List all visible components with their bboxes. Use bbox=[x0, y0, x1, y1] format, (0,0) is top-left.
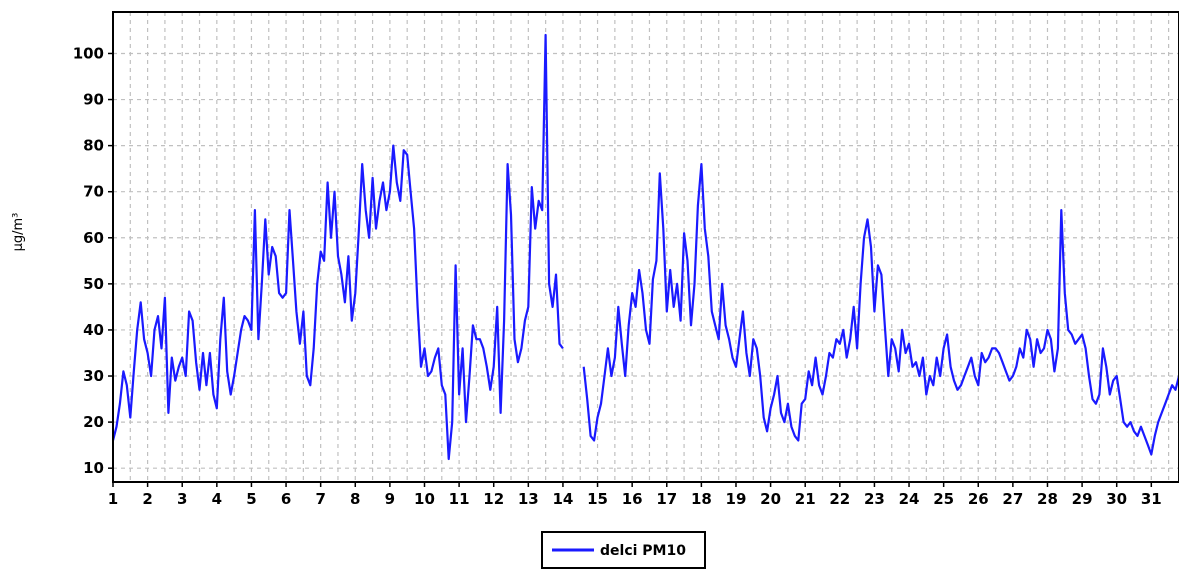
y-tick-label-100: 100 bbox=[73, 44, 104, 62]
x-tick-label-19: 19 bbox=[726, 490, 747, 508]
x-tick-label-4: 4 bbox=[212, 490, 222, 508]
y-tick-label-90: 90 bbox=[83, 91, 104, 109]
x-tick-label-13: 13 bbox=[518, 490, 539, 508]
x-tick-label-16: 16 bbox=[622, 490, 643, 508]
series-layer bbox=[111, 33, 1179, 461]
y-tick-label-30: 30 bbox=[83, 367, 104, 385]
series-line-0-segment-1 bbox=[582, 163, 1179, 456]
x-tick-label-25: 25 bbox=[933, 490, 954, 508]
x-tick-label-2: 2 bbox=[142, 490, 152, 508]
y-tick-label-60: 60 bbox=[83, 229, 104, 247]
x-tick-label-30: 30 bbox=[1106, 490, 1127, 508]
x-tick-label-9: 9 bbox=[385, 490, 395, 508]
x-tick-label-20: 20 bbox=[760, 490, 781, 508]
x-tick-label-12: 12 bbox=[483, 490, 504, 508]
x-tick-label-21: 21 bbox=[795, 490, 816, 508]
y-tick-label-10: 10 bbox=[83, 459, 104, 477]
x-tick-label-26: 26 bbox=[968, 490, 989, 508]
y-tick-label-70: 70 bbox=[83, 183, 104, 201]
x-tick-label-29: 29 bbox=[1072, 490, 1093, 508]
x-tick-label-8: 8 bbox=[350, 490, 360, 508]
series-line-0-segment-0 bbox=[111, 33, 564, 461]
x-tick-label-3: 3 bbox=[177, 490, 187, 508]
x-tick-label-14: 14 bbox=[552, 490, 573, 508]
x-tick-label-10: 10 bbox=[414, 490, 435, 508]
y-tick-label-50: 50 bbox=[83, 275, 104, 293]
y-tick-label-80: 80 bbox=[83, 137, 104, 155]
y-tick-label-20: 20 bbox=[83, 413, 104, 431]
legend: delci PM10 bbox=[541, 531, 706, 569]
x-tick-label-31: 31 bbox=[1141, 490, 1162, 508]
x-tick-label-1: 1 bbox=[108, 490, 118, 508]
legend-label: delci PM10 bbox=[600, 543, 686, 559]
x-tick-label-6: 6 bbox=[281, 490, 291, 508]
x-tick-label-27: 27 bbox=[1002, 490, 1023, 508]
axis-ticks: 1 2 3 4 5 6 7 8 9 10 11 12 13 14 15 16 17 18 19 20 21 22 23 24 2… bbox=[73, 44, 1162, 508]
plot-frame bbox=[112, 11, 1179, 483]
x-tick-label-15: 15 bbox=[587, 490, 608, 508]
x-tick-label-17: 17 bbox=[656, 490, 677, 508]
x-tick-label-28: 28 bbox=[1037, 490, 1058, 508]
x-tick-label-22: 22 bbox=[829, 490, 850, 508]
x-tick-label-18: 18 bbox=[691, 490, 712, 508]
x-tick-label-5: 5 bbox=[246, 490, 256, 508]
x-tick-label-11: 11 bbox=[449, 490, 470, 508]
x-tick-label-23: 23 bbox=[864, 490, 885, 508]
x-tick-label-24: 24 bbox=[899, 490, 920, 508]
x-tick-label-7: 7 bbox=[315, 490, 325, 508]
y-tick-label-40: 40 bbox=[83, 321, 104, 339]
y-axis-label: µg/m³ bbox=[11, 213, 26, 252]
